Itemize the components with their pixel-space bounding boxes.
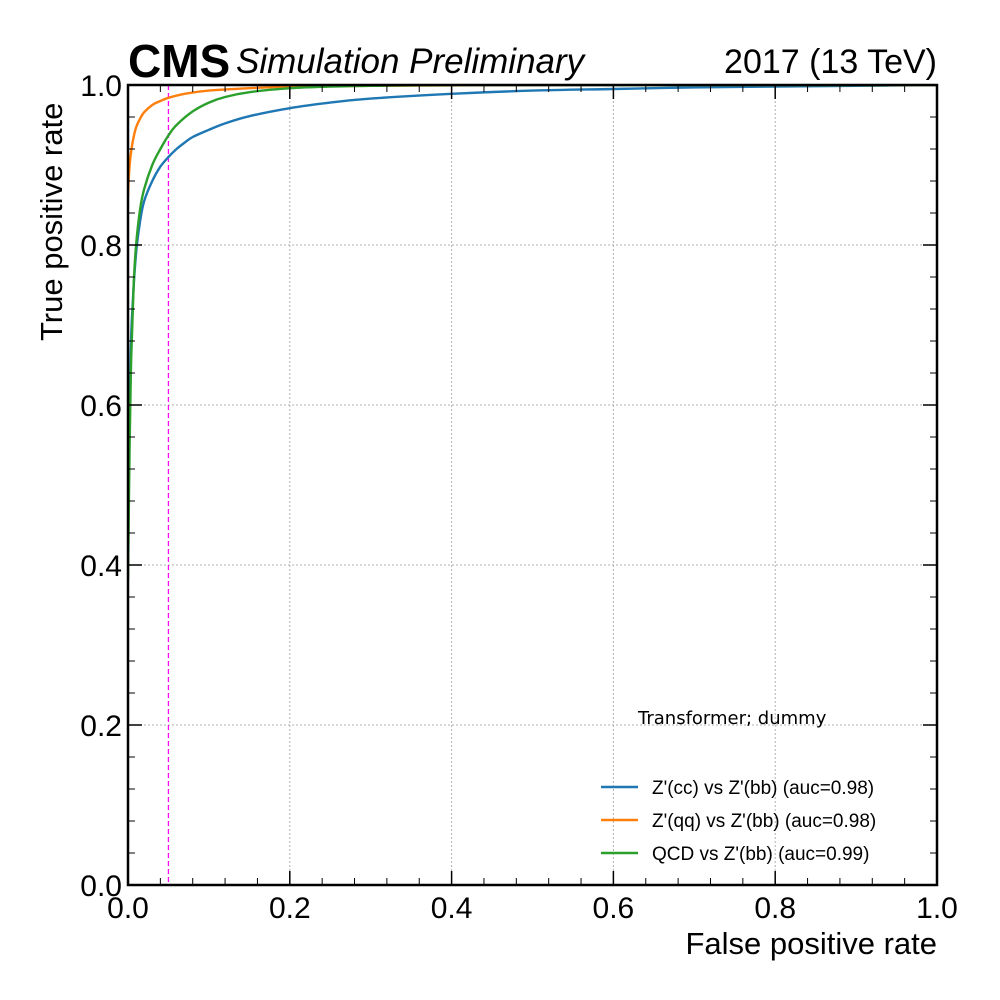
legend-label-2: QCD vs Z'(bb) (auc=0.99): [652, 844, 869, 865]
ticks: [127, 84, 938, 886]
plot-frame: [126, 83, 939, 887]
x-tick-label: 0.4: [431, 892, 473, 925]
y-axis-label: True positive rate: [34, 103, 69, 341]
legend-label-1: Z'(qq) vs Z'(bb) (auc=0.98): [652, 811, 876, 832]
legend: Transformer; dummy Z'(cc) vs Z'(bb) (auc…: [601, 708, 876, 865]
y-tick-label: 0.2: [80, 710, 122, 743]
x-tick-label: 0.6: [593, 892, 635, 925]
y-tick-label: 1.0: [80, 70, 122, 103]
y-tick-label: 0.0: [80, 870, 122, 903]
y-tick-label: 0.6: [80, 390, 122, 423]
experiment-label: CMS: [128, 35, 230, 87]
y-tick-label: 0.4: [80, 550, 122, 583]
lumi-label: 2017 (13 TeV): [724, 43, 937, 81]
tick-labels: 0.0 0.2 0.4 0.6 0.8 1.0 0.0 0.2 0.4 0.6 0.8 1.0: [80, 70, 958, 925]
x-tick-label: 0.0: [107, 892, 149, 925]
x-tick-label: 1.0: [916, 892, 958, 925]
series-line-0: [128, 85, 937, 550]
series-layer: [128, 85, 937, 582]
status-label: Simulation Preliminary: [236, 42, 587, 81]
series-line-2: [128, 85, 937, 582]
legend-entries: Z'(cc) vs Z'(bb) (auc=0.98) Z'(qq) vs Z'(…: [601, 778, 876, 865]
x-tick-label: 0.2: [269, 892, 311, 925]
x-axis-label: False positive rate: [685, 926, 937, 961]
x-tick-label: 0.8: [754, 892, 796, 925]
legend-label-0: Z'(cc) vs Z'(bb) (auc=0.98): [652, 778, 874, 799]
legend-title: Transformer; dummy: [637, 708, 827, 729]
series-line-1: [128, 85, 937, 198]
grid: [128, 85, 937, 885]
y-tick-label: 0.8: [80, 230, 122, 263]
